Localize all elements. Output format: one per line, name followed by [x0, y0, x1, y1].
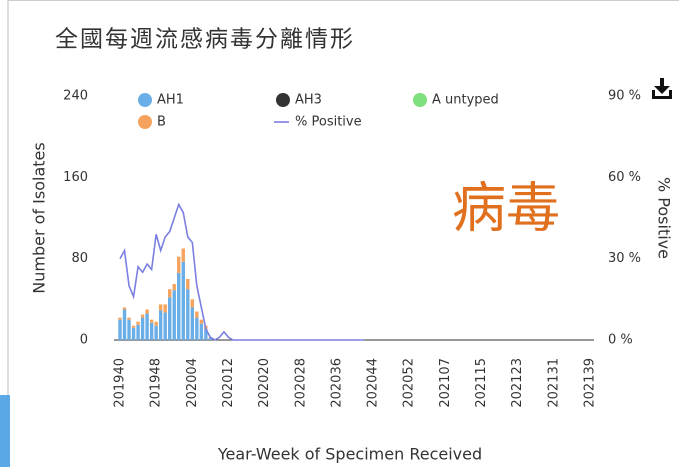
y2-axis-title: % Positive: [655, 177, 674, 259]
bar-segment: [140, 317, 145, 340]
bar-segment: [181, 261, 185, 340]
bar-segment: [177, 272, 181, 340]
x-tick-label: 202036: [329, 358, 344, 408]
x-tick-label: 202028: [293, 358, 308, 408]
download-icon-base: [652, 96, 672, 99]
bar-segment: [190, 307, 195, 340]
bar-segment: [158, 304, 163, 311]
bar-segment: [186, 289, 190, 340]
bar-segment: [140, 314, 145, 318]
bar-segment: [195, 311, 199, 318]
legend-swatch: [413, 93, 427, 107]
x-tick-label: 202123: [510, 358, 525, 408]
bar-segment: [118, 319, 122, 340]
y-tick-label: 0: [80, 333, 88, 348]
bar-segment: [199, 319, 204, 324]
legend-label: A untyped: [432, 93, 499, 108]
bar-segment: [136, 321, 140, 325]
bar-segment: [145, 313, 149, 340]
legend-swatch: [138, 115, 152, 129]
legend-label: AH3: [295, 93, 322, 108]
x-tick-label: 202020: [257, 358, 272, 408]
y2-tick-label: 60 %: [608, 170, 641, 185]
x-tick-label: 202139: [583, 358, 598, 408]
bar-segment: [177, 256, 181, 273]
bar-segment: [149, 319, 154, 323]
bar-segment: [195, 317, 199, 340]
download-icon[interactable]: [652, 78, 672, 99]
bar-segment: [190, 299, 195, 308]
bar-segment: [186, 279, 190, 290]
bar-segment: [208, 337, 213, 340]
download-icon-side: [669, 90, 672, 98]
x-tick-label: 202012: [221, 358, 236, 408]
x-tick-label: 202131: [546, 358, 561, 408]
y-tick-label: 80: [71, 251, 88, 266]
bar-segment: [163, 312, 167, 340]
legend-label: % Positive: [295, 115, 362, 130]
y2-tick-label: 90 %: [608, 89, 641, 104]
x-tick-label: 202052: [402, 358, 417, 408]
legend-label: AH1: [157, 93, 184, 108]
y-tick-label: 240: [63, 89, 88, 104]
legend-swatch: [276, 93, 290, 107]
bar-segment: [172, 284, 176, 291]
bar-segment: [181, 248, 185, 262]
bar-segment: [172, 290, 176, 340]
bar-segment: [131, 325, 136, 328]
bar-segment: [204, 328, 208, 340]
y2-tick-label: 30 %: [608, 251, 641, 266]
x-tick-label: 201948: [149, 358, 164, 408]
line-series: [119, 202, 365, 341]
x-tick-label: 201940: [113, 358, 128, 408]
bar-segment: [163, 304, 167, 313]
bar-segment: [131, 327, 136, 340]
bar-segment: [122, 307, 127, 310]
side-strip: [0, 395, 10, 467]
bar-segment: [118, 317, 122, 320]
download-icon-side: [652, 90, 655, 98]
x-tick-label: 202107: [438, 358, 453, 408]
bar-segment: [145, 309, 149, 314]
legend-label: B: [157, 115, 166, 130]
bar-segment: [149, 322, 154, 340]
download-icon-stem: [660, 78, 664, 90]
overlay-text: 病毒: [452, 177, 560, 240]
y2-tick-label: 0 %: [608, 333, 633, 348]
bar-segment: [136, 324, 140, 340]
bar-segment: [127, 317, 131, 320]
x-tick-label: 202004: [185, 358, 200, 408]
x-tick-label: 202044: [366, 358, 381, 408]
bar-segment: [154, 325, 158, 340]
y-tick-label: 160: [63, 170, 88, 185]
bar-segment: [199, 323, 204, 340]
y-axis-title: Number of Isolates: [30, 142, 49, 293]
bar-segment: [168, 297, 172, 340]
legend-swatch: [138, 93, 152, 107]
bar-segment: [168, 289, 172, 298]
bar-segment: [158, 310, 163, 340]
bar-segment: [154, 321, 158, 326]
bar-segment: [122, 309, 127, 340]
bar-segment: [127, 319, 131, 340]
download-icon-arrow: [654, 86, 670, 94]
x-axis-title: Year-Week of Specimen Received: [217, 445, 482, 464]
x-tick-label: 202115: [474, 358, 489, 408]
chart-title: 全國每週流感病毒分離情形: [55, 27, 355, 53]
